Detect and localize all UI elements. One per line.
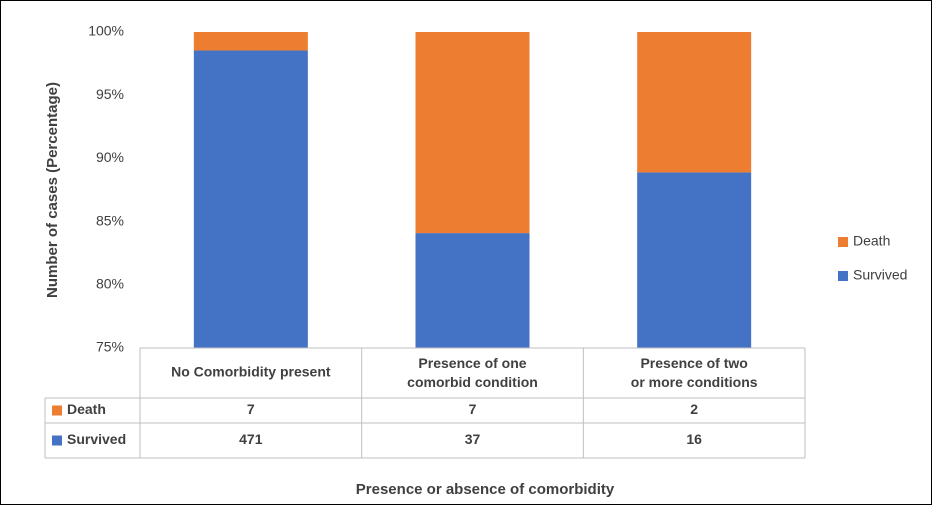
legend-label: Survived	[853, 267, 907, 283]
table-cell: 7	[247, 401, 255, 417]
table-row-label: Survived	[67, 431, 126, 447]
bar-segment	[415, 32, 530, 234]
bar-segment	[193, 32, 308, 51]
x-tick-label: No Comorbidity present	[171, 364, 331, 380]
y-tick-label: 75%	[96, 339, 124, 355]
legend-label: Death	[853, 233, 890, 249]
y-tick-label: 100%	[88, 23, 124, 39]
table-row-label: Death	[67, 401, 106, 417]
x-axis-label: Presence or absence of comorbidity	[356, 481, 615, 498]
table-cell: 37	[465, 431, 481, 447]
bar-segment	[637, 172, 752, 348]
table-cell: 2	[690, 401, 698, 417]
x-tick-label: Presence of one comorbid condition	[407, 355, 538, 390]
bar-segment	[193, 50, 308, 348]
legend-swatch	[838, 237, 848, 247]
y-tick-label: 80%	[96, 276, 124, 292]
table-cell: 7	[469, 401, 477, 417]
y-tick-label: 95%	[96, 86, 124, 102]
y-axis-label: Number of cases (Percentage)	[44, 82, 61, 298]
bar-segment	[415, 233, 530, 348]
legend-swatch	[838, 271, 848, 281]
table-swatch	[52, 435, 62, 446]
table-swatch	[52, 405, 62, 416]
bar-segment	[637, 32, 752, 173]
table-cell: 471	[239, 431, 263, 447]
y-tick-label: 85%	[96, 212, 124, 228]
x-tick-label: Presence of two or more conditions	[631, 355, 758, 390]
table-cell: 16	[686, 431, 702, 447]
y-tick-label: 90%	[96, 149, 124, 165]
